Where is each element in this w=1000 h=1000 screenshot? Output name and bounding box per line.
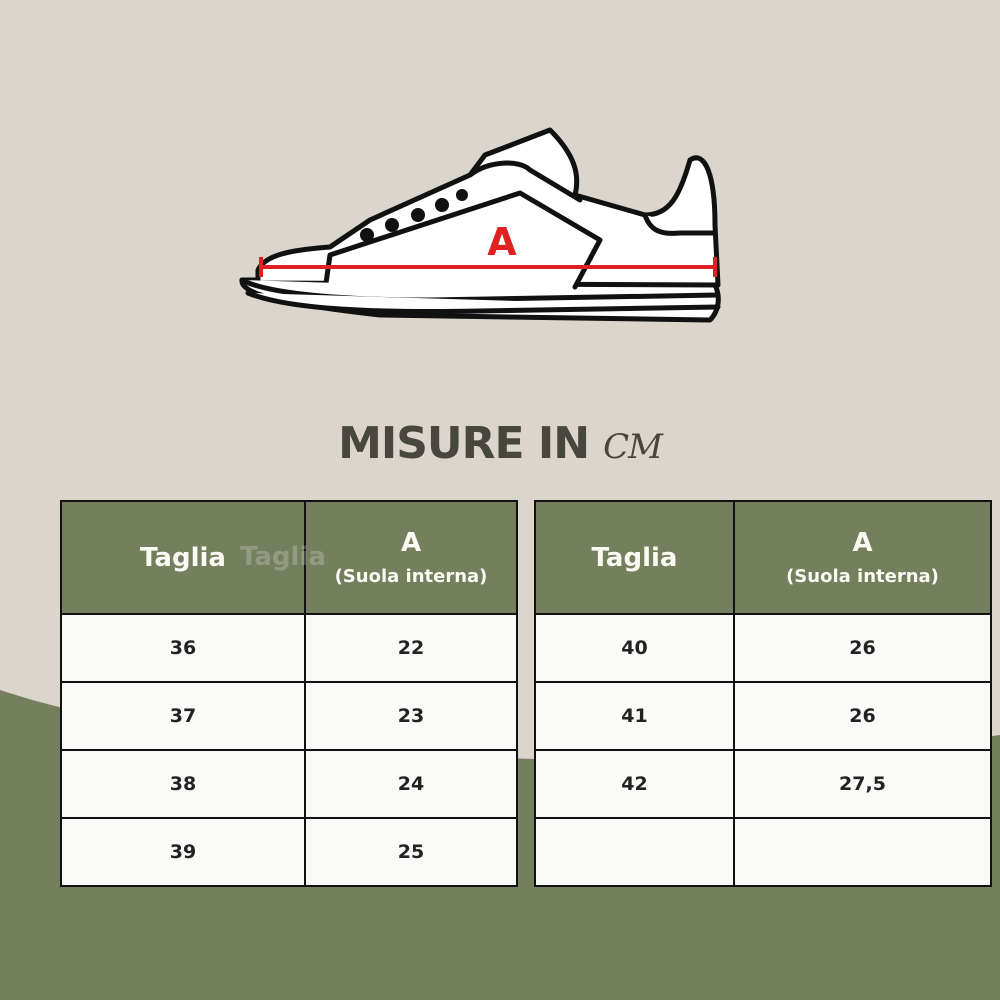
size-table-left: Taglia A (Suola interna) 36 22 37 23 38 24 3… [60, 500, 518, 887]
size-table-right: Taglia A (Suola interna) 40 26 41 26 42 27,5 [534, 500, 992, 887]
measure-cell: 24 [304, 749, 518, 819]
size-cell [534, 817, 735, 887]
header-measure: A (Suola interna) [304, 500, 518, 615]
title-text: MISURE IN [338, 418, 590, 469]
size-cell: 36 [60, 613, 306, 683]
size-cell: 40 [534, 613, 735, 683]
measure-cell: 26 [733, 613, 992, 683]
header-size: Taglia [534, 500, 735, 615]
measure-cell: 25 [304, 817, 518, 887]
measure-cell: 26 [733, 681, 992, 751]
sneaker-illustration: A [239, 127, 721, 323]
table-row: 39 25 [60, 817, 518, 887]
table-row: 40 26 [534, 613, 992, 683]
size-cell: 42 [534, 749, 735, 819]
header-size: Taglia [60, 500, 306, 615]
table-header-row: Taglia A (Suola interna) [534, 500, 992, 615]
size-cell: 38 [60, 749, 306, 819]
measure-cell: 23 [304, 681, 518, 751]
page-title: MISURE IN CM [0, 418, 1000, 469]
measure-cell: 22 [304, 613, 518, 683]
table-row: 41 26 [534, 681, 992, 751]
size-cell: 39 [60, 817, 306, 887]
table-row: 37 23 [60, 681, 518, 751]
table-header-row: Taglia A (Suola interna) [60, 500, 518, 615]
table-row [534, 817, 992, 887]
header-measure: A (Suola interna) [733, 500, 992, 615]
size-cell: 41 [534, 681, 735, 751]
title-unit: CM [603, 427, 663, 467]
size-cell: 37 [60, 681, 306, 751]
table-row: 36 22 [60, 613, 518, 683]
table-row: 42 27,5 [534, 749, 992, 819]
measure-cell: 27,5 [733, 749, 992, 819]
table-row: 38 24 [60, 749, 518, 819]
measure-cell [733, 817, 992, 887]
measure-label: A [487, 220, 517, 264]
